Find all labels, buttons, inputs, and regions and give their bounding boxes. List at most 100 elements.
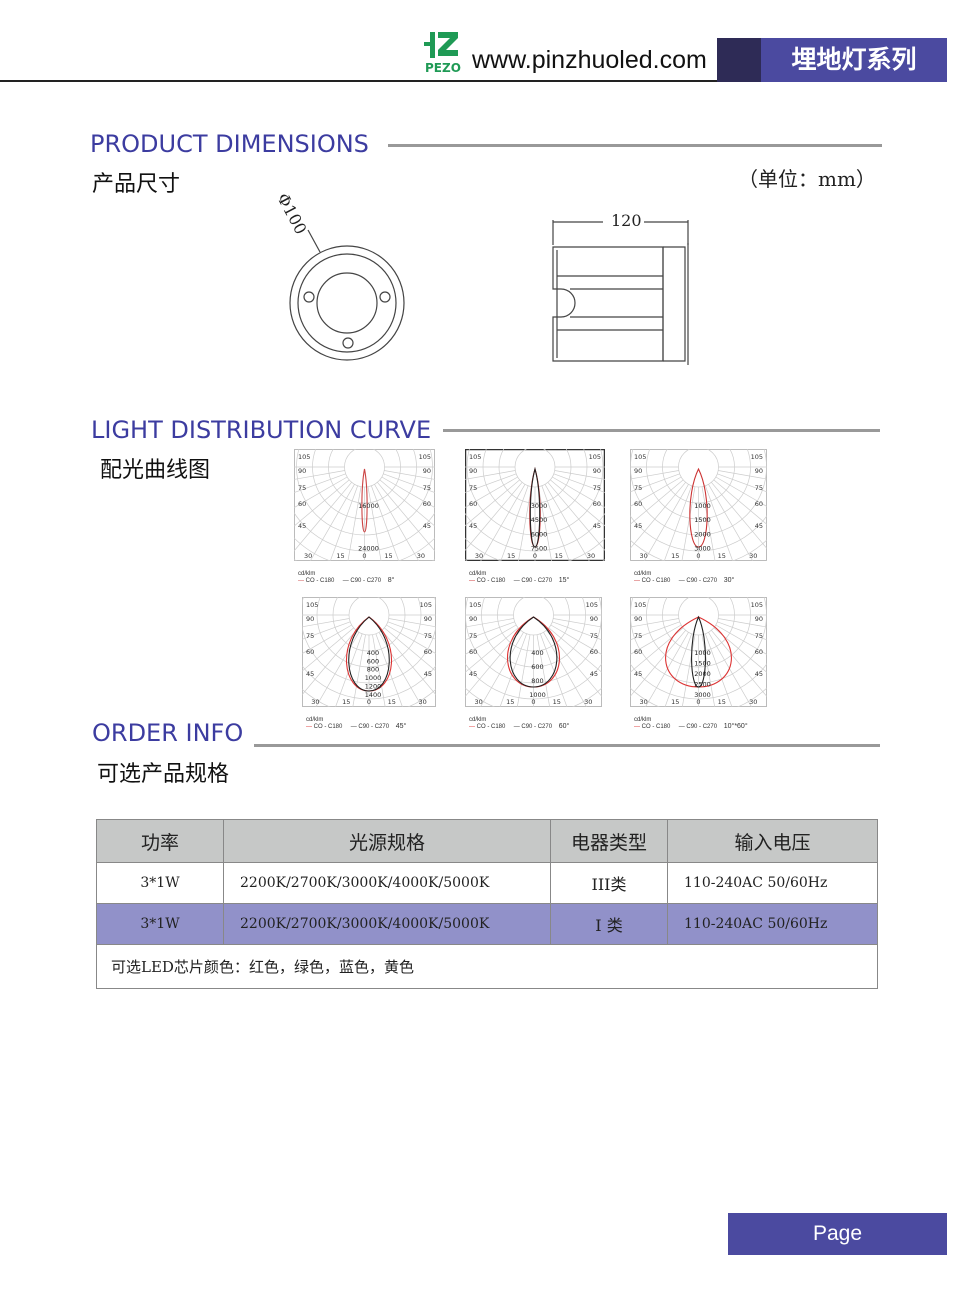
angle-label: 0 bbox=[696, 698, 700, 706]
curve-c90-c270 bbox=[348, 616, 390, 692]
angle-label: 30 bbox=[417, 552, 425, 560]
intensity-label: 2500 bbox=[694, 680, 711, 688]
dimensions-title: PRODUCT DIMENSIONS bbox=[90, 130, 369, 158]
intensity-label: 3000 bbox=[694, 691, 711, 699]
angle-label: 90 bbox=[590, 615, 598, 623]
angle-label: 30 bbox=[587, 552, 595, 560]
angle-label: 15 bbox=[506, 698, 514, 706]
angle-label: 15 bbox=[507, 552, 515, 560]
intensity-label: 400 bbox=[367, 649, 379, 657]
legend-swatch-c0: — bbox=[298, 578, 304, 584]
angle-label: 75 bbox=[755, 632, 763, 640]
legend-c90: C90 - C270 bbox=[521, 578, 553, 584]
angle-label: 60 bbox=[423, 500, 431, 508]
intensity-label: 1000 bbox=[694, 502, 711, 510]
legend-swatch-c90: — bbox=[678, 578, 685, 584]
polar-chart: 105 105 90 90 75 75 60 60 45 45 30 15 0 15 30 400 600 800… bbox=[465, 597, 602, 707]
series-title: 埋地灯系列 bbox=[761, 38, 947, 82]
legend-swatch-c0: — bbox=[469, 724, 475, 730]
beam-angle: 60° bbox=[558, 723, 570, 730]
angle-label: 15 bbox=[388, 698, 396, 706]
legend-c90: C90 - C270 bbox=[521, 724, 553, 730]
legend-swatch-c90: — bbox=[513, 724, 520, 730]
intensity-label: 1400 bbox=[365, 691, 382, 699]
polar-chart: 105 105 90 90 75 75 60 60 45 45 30 15 0 15 30 1000 1500 2… bbox=[630, 449, 767, 561]
angle-label: 60 bbox=[469, 500, 477, 508]
angle-label: 30 bbox=[304, 552, 312, 560]
angle-label: 105 bbox=[634, 453, 646, 461]
table-header: 功率 光源规格 电器类型 输入电压 bbox=[96, 819, 878, 863]
angle-label: 0 bbox=[696, 552, 700, 560]
angle-label: 45 bbox=[469, 670, 477, 678]
angle-label: 90 bbox=[469, 615, 477, 623]
distribution-title-cn: 配光曲线图 bbox=[100, 458, 211, 483]
led-color-note: 可选LED芯片颜色：红色，绿色，蓝色，黄色 bbox=[96, 944, 878, 989]
curve-c90-c270 bbox=[529, 466, 541, 548]
angle-label: 60 bbox=[424, 648, 432, 656]
svg-text:PEZO: PEZO bbox=[425, 61, 461, 74]
intensity-label: 1000 bbox=[529, 691, 546, 699]
chart-legend: cd/klm — CO - C180 — C90 - C270 45° bbox=[306, 717, 440, 730]
angle-label: 90 bbox=[634, 467, 642, 475]
cell-class: I 类 bbox=[550, 903, 668, 945]
angle-label: 60 bbox=[298, 500, 306, 508]
angle-label: 75 bbox=[634, 484, 642, 492]
legend-swatch-c0: — bbox=[306, 724, 312, 730]
legend-c90: C90 - C270 bbox=[350, 578, 382, 584]
angle-label: 105 bbox=[469, 453, 481, 461]
chart-legend: cd/klm — CO - C180 — C90 - C270 15° bbox=[469, 571, 609, 584]
angle-label: 45 bbox=[634, 670, 642, 678]
angle-label: 105 bbox=[469, 601, 481, 609]
angle-label: 30 bbox=[640, 552, 648, 560]
legend-c90: C90 - C270 bbox=[686, 724, 718, 730]
angle-label: 75 bbox=[306, 632, 314, 640]
curve-c90-c270 bbox=[509, 616, 558, 688]
order-title-cn: 可选产品规格 bbox=[97, 762, 230, 787]
order-table: 功率 光源规格 电器类型 输入电压 3*1W 2200K/2700K/3000K… bbox=[96, 819, 878, 989]
legend-swatch-c90: — bbox=[350, 724, 357, 730]
legend-c0: CO - C180 bbox=[305, 578, 335, 584]
intensity-label: 2000 bbox=[694, 530, 711, 538]
legend-c0: CO - C180 bbox=[476, 724, 506, 730]
beam-angle: 10°*60° bbox=[723, 723, 748, 730]
angle-label: 30 bbox=[475, 552, 483, 560]
angle-label: 45 bbox=[424, 670, 432, 678]
intensity-label: 4500 bbox=[531, 516, 548, 524]
order-title: ORDER INFO bbox=[92, 719, 244, 747]
angle-label: 15 bbox=[553, 698, 561, 706]
curve-c0-c180 bbox=[361, 468, 368, 533]
angle-label: 75 bbox=[755, 484, 763, 492]
angle-label: 105 bbox=[306, 601, 318, 609]
angle-label: 105 bbox=[586, 601, 598, 609]
table-note-row: 可选LED芯片颜色：红色，绿色，蓝色，黄色 bbox=[96, 944, 878, 989]
polar-chart: 105 105 90 90 75 75 60 60 45 45 30 15 0 15 30 3000 4500 6… bbox=[465, 449, 605, 561]
angle-label: 45 bbox=[590, 670, 598, 678]
cell-class: III类 bbox=[550, 862, 668, 904]
angle-label: 45 bbox=[755, 522, 763, 530]
dimensions-title-cn: 产品尺寸 bbox=[92, 172, 181, 197]
length-label: 120 bbox=[609, 211, 644, 230]
angle-label: 75 bbox=[469, 632, 477, 640]
legend-swatch-c0: — bbox=[634, 724, 640, 730]
table-row: 3*1W 2200K/2700K/3000K/4000K/5000K III类 … bbox=[96, 862, 878, 904]
angle-label: 75 bbox=[298, 484, 306, 492]
legend-c0: CO - C180 bbox=[476, 578, 506, 584]
angle-label: 45 bbox=[423, 522, 431, 530]
section-rule bbox=[443, 429, 880, 432]
angle-label: 0 bbox=[362, 552, 366, 560]
angle-label: 15 bbox=[718, 552, 726, 560]
angle-label: 0 bbox=[367, 698, 371, 706]
angle-label: 105 bbox=[589, 453, 601, 461]
angle-label: 60 bbox=[593, 500, 601, 508]
legend-c0: CO - C180 bbox=[641, 724, 671, 730]
angle-label: 75 bbox=[634, 632, 642, 640]
angle-label: 75 bbox=[423, 484, 431, 492]
angle-label: 105 bbox=[420, 601, 432, 609]
polar-chart: 105 105 90 90 75 75 60 60 45 45 30 15 0 15 30 16000 2400… bbox=[294, 449, 435, 561]
angle-label: 15 bbox=[336, 552, 344, 560]
angle-label: 90 bbox=[424, 615, 432, 623]
angle-label: 30 bbox=[640, 698, 648, 706]
intensity-label: 3000 bbox=[694, 545, 711, 553]
intensity-label: 7500 bbox=[531, 545, 548, 553]
header-power: 功率 bbox=[96, 819, 224, 863]
